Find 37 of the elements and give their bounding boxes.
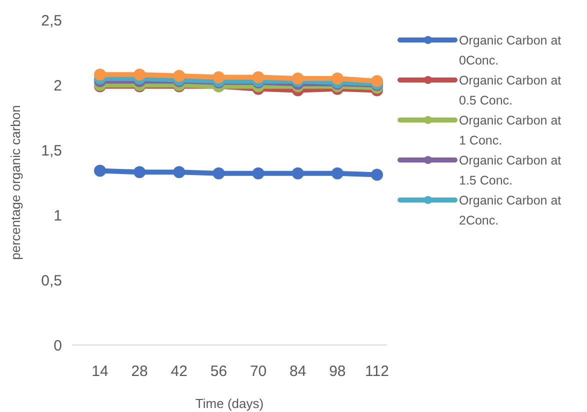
point xyxy=(134,166,146,178)
x-tick-label: 70 xyxy=(250,363,267,380)
point xyxy=(173,166,186,178)
point xyxy=(252,71,264,84)
x-tick-label: 28 xyxy=(131,363,148,380)
point xyxy=(371,75,383,88)
legend-label: Organic Carbon at 2Conc. xyxy=(459,193,562,228)
point xyxy=(94,164,106,177)
point xyxy=(173,70,186,82)
point xyxy=(134,68,146,81)
x-tick-label: 56 xyxy=(210,363,228,380)
x-axis-title: Time (days) xyxy=(195,396,264,411)
y-tick-label: 1 xyxy=(54,207,62,224)
point xyxy=(292,167,304,180)
point xyxy=(371,168,383,181)
legend-label: Organic Carbon at 1.5 Conc. xyxy=(459,153,562,188)
x-tick-label: 98 xyxy=(329,363,346,380)
x-tick-label: 84 xyxy=(290,363,306,380)
legend-label: Organic Carbon at 1 Conc. xyxy=(459,113,562,148)
y-tick-label: 1,5 xyxy=(41,142,62,160)
point xyxy=(292,72,304,84)
x-tick-label: 112 xyxy=(365,363,389,380)
point xyxy=(252,167,264,180)
y-tick-label: 0,5 xyxy=(41,272,62,290)
y-tick-label: 2 xyxy=(54,77,62,94)
point xyxy=(331,72,344,84)
y-tick-label: 2,5 xyxy=(41,12,62,30)
y-axis-title: percentage organic carbon xyxy=(8,105,23,260)
legend-label: Organic Carbon at 0Conc. xyxy=(459,33,562,68)
point xyxy=(94,68,106,81)
point xyxy=(212,71,225,84)
y-tick-label: 0 xyxy=(54,337,62,354)
x-tick-label: 14 xyxy=(92,363,108,380)
point xyxy=(212,167,225,180)
point xyxy=(331,167,344,180)
legend-label: Organic Carbon at 0.5 Conc. xyxy=(459,73,562,108)
x-tick-label: 42 xyxy=(170,363,188,380)
